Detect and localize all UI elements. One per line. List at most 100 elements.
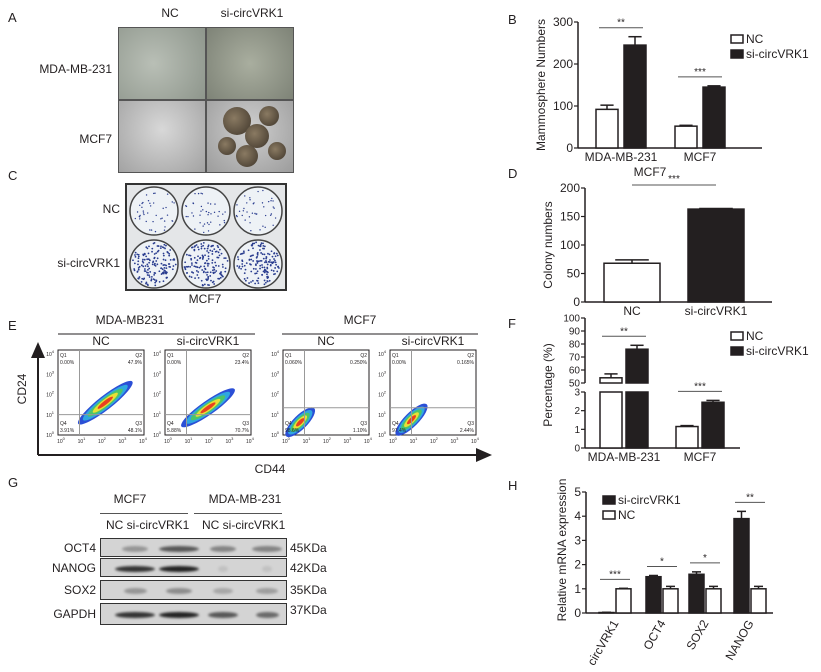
colony — [162, 252, 165, 255]
colony — [272, 270, 275, 272]
protein-name: SOX2 — [63, 583, 96, 597]
plot-frame — [57, 349, 145, 436]
colony — [249, 199, 251, 201]
colony — [257, 190, 259, 193]
tick-base: 10 — [378, 352, 384, 358]
colony — [216, 256, 219, 259]
tick-exponent: 1 — [277, 410, 280, 415]
tick-base: 10 — [78, 439, 84, 445]
quadrant-label: Q1 — [285, 353, 292, 359]
tick-exponent: 2 — [436, 436, 439, 441]
colony — [202, 256, 205, 258]
flow-plot-title: si-circVRK1 — [177, 334, 240, 348]
tick-base: 10 — [430, 439, 436, 445]
blot-oct4 — [100, 538, 287, 557]
colony — [158, 281, 161, 283]
colony — [214, 261, 217, 264]
colony — [266, 263, 269, 266]
colony — [243, 278, 246, 280]
chart-title: MCF7 — [634, 165, 667, 179]
panel-label-c: C — [8, 168, 18, 183]
arrow-right-icon — [476, 448, 492, 462]
colony — [150, 278, 153, 281]
colony — [187, 265, 190, 268]
colony — [261, 264, 263, 266]
colony — [207, 255, 210, 258]
tick-exponent: 3 — [384, 369, 387, 374]
colony — [152, 202, 155, 204]
colony — [191, 264, 193, 266]
y-tick-label: 3 — [574, 533, 581, 547]
colony — [134, 255, 137, 258]
colony — [222, 266, 224, 268]
colony — [141, 202, 143, 205]
flow-plot-title: si-circVRK1 — [402, 334, 465, 348]
colony — [188, 275, 191, 278]
panel-a-row-mcf7: MCF7 — [79, 132, 112, 146]
bar — [595, 108, 619, 149]
y-tick-label: 60 — [569, 366, 581, 377]
y-tick-label: 101 — [271, 410, 280, 419]
molecular-weight: 35KDa — [290, 583, 327, 597]
colony — [274, 217, 277, 219]
colony — [161, 268, 164, 271]
x-tick-label: 103 — [451, 436, 460, 445]
colony — [219, 276, 222, 279]
tick-exponent: 0 — [52, 430, 55, 435]
colony — [211, 245, 214, 247]
colony — [173, 258, 176, 261]
tick-base: 10 — [282, 439, 288, 445]
tick-base: 10 — [451, 439, 457, 445]
colony — [139, 218, 141, 220]
colony — [161, 217, 163, 219]
x-tick-label: 103 — [344, 436, 353, 445]
y-tick-label: 50 — [567, 267, 581, 281]
tick-exponent: 0 — [63, 436, 66, 441]
colony — [193, 245, 196, 248]
micrograph-mda-si — [206, 27, 294, 100]
colony — [146, 268, 149, 271]
colony — [217, 277, 220, 280]
tick-base: 10 — [153, 413, 159, 419]
micrograph-mda-nc — [118, 27, 206, 100]
colony — [206, 250, 209, 252]
x-tick-label: NANOG — [722, 618, 756, 663]
colony — [273, 258, 275, 260]
tick-exponent: 0 — [170, 436, 173, 441]
colony — [264, 214, 267, 217]
colony — [149, 202, 151, 204]
colony — [249, 222, 251, 224]
colony — [208, 211, 210, 214]
colony — [148, 261, 151, 264]
colony — [137, 277, 140, 280]
colony — [274, 259, 276, 262]
colony — [190, 258, 193, 261]
tick-base: 10 — [271, 372, 277, 378]
colony — [137, 263, 139, 266]
panel-label-h: H — [508, 478, 518, 493]
colony — [261, 253, 264, 256]
chart-f: 50 60 70 80 90 100 0 1 2 3 Percentage (%) ** MDA-MB-… — [541, 314, 809, 465]
colony — [241, 260, 244, 263]
colony — [246, 277, 249, 279]
colony — [209, 271, 212, 274]
colony — [188, 254, 190, 257]
colony — [261, 273, 264, 276]
x-tick-label: 104 — [364, 436, 373, 445]
y-tick-label: 100 — [560, 238, 580, 252]
colony — [265, 257, 268, 260]
colony — [199, 222, 201, 224]
colony — [138, 265, 141, 268]
colony — [155, 260, 158, 262]
tick-base: 10 — [185, 439, 191, 445]
colony — [196, 266, 199, 269]
flow-plot: NCQ10.00%Q247.9%Q43.91%Q348.1%1001001011… — [46, 334, 147, 445]
colony — [223, 221, 226, 224]
colony — [272, 261, 275, 263]
density-contour — [97, 396, 113, 409]
panel-c-row-nc: NC — [102, 202, 120, 216]
protein-band — [159, 612, 199, 618]
colony — [273, 207, 275, 209]
significance-stars: ** — [746, 492, 754, 503]
